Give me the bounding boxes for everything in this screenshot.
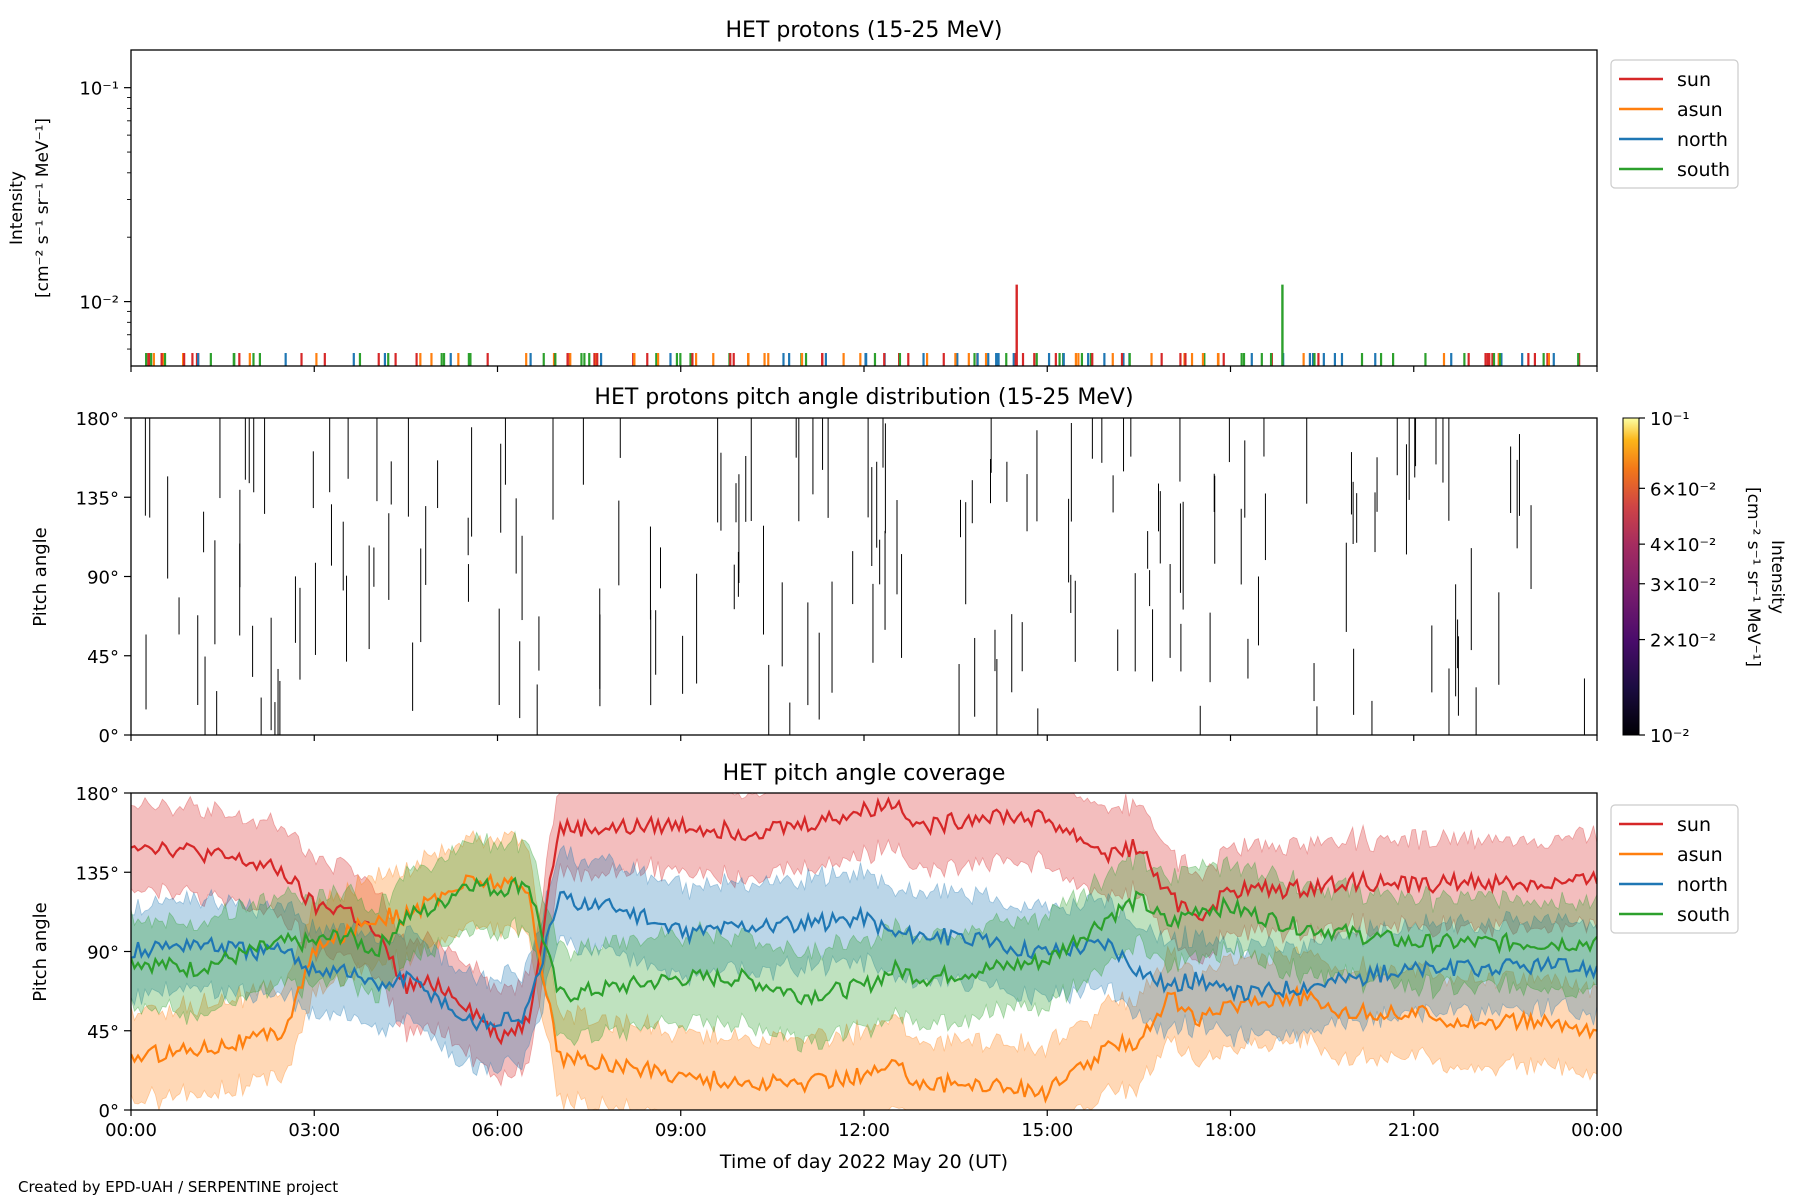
x-tick-label: 00:00 xyxy=(1571,1120,1623,1141)
y-tick-label: 90° xyxy=(87,943,119,964)
legend-label-asun: asun xyxy=(1677,844,1723,866)
colorbar-label-line1: Intensity xyxy=(1767,540,1787,614)
x-tick-label: 09:00 xyxy=(655,1120,707,1141)
panel1-y-ticks: 10⁻¹ 10⁻² xyxy=(79,79,131,350)
colorbar-label-line2: [cm⁻² s⁻¹ sr⁻¹ MeV⁻¹] xyxy=(1743,487,1763,667)
y-tick-label: 45° xyxy=(87,1022,119,1043)
colorbar-tick-label: 10⁻² xyxy=(1650,726,1690,747)
legend-label-asun: asun xyxy=(1677,99,1723,121)
coverage-line-sun xyxy=(131,796,1597,1046)
legend-box xyxy=(1610,804,1739,934)
legend-label-sun: sun xyxy=(1677,69,1711,91)
panel1-legend: sun asun north south xyxy=(1610,59,1739,189)
colorbar-tick-label: 10⁻¹ xyxy=(1650,409,1690,430)
y-tick-label: 0° xyxy=(99,726,119,747)
y-tick-label: 45° xyxy=(87,647,119,668)
panel3-title: HET pitch angle coverage xyxy=(723,761,1006,786)
colorbar-tick-label: 3×10⁻² xyxy=(1650,575,1716,596)
panel1-plot-area xyxy=(145,284,1581,366)
panel1-frame xyxy=(130,49,1598,367)
y-tick-label: 0° xyxy=(99,1101,119,1122)
footer-credit: Created by EPD-UAH / SERPENTINE project xyxy=(18,1178,338,1196)
panel3-y-ticks: 0° 45° 90° 135° 180° xyxy=(76,784,131,1122)
y-tick-label: 180° xyxy=(76,784,119,805)
colorbar-ticks: 10⁻² 2×10⁻² 3×10⁻² 4×10⁻² 6×10⁻² 10⁻¹ xyxy=(1639,409,1716,747)
panel3-plot-area xyxy=(131,793,1597,1110)
x-tick-label: 12:00 xyxy=(838,1120,890,1141)
coverage-band-north xyxy=(131,844,1597,1077)
y-tick-label: 90° xyxy=(87,568,119,589)
legend-label-north: north xyxy=(1677,129,1728,151)
panel2-x-ticks xyxy=(130,735,1598,741)
legend-label-sun: sun xyxy=(1677,814,1711,836)
panel2-plot-area xyxy=(144,418,1585,735)
panel3-legend: sun asun north south xyxy=(1610,804,1739,934)
coverage-band-south xyxy=(131,830,1597,1053)
x-tick-label: 18:00 xyxy=(1205,1120,1257,1141)
panel1-title: HET protons (15-25 MeV) xyxy=(726,18,1003,43)
y-tick-label: 135° xyxy=(76,863,119,884)
x-tick-label: 03:00 xyxy=(288,1120,340,1141)
panel3-x-ticks: 00:00 03:00 06:00 09:00 12:00 15:00 18:00 21:00… xyxy=(105,1110,1623,1141)
coverage-line-north xyxy=(131,890,1597,1032)
legend-box xyxy=(1610,59,1739,189)
legend-label-south: south xyxy=(1677,159,1730,181)
y-tick-label: 135° xyxy=(76,488,119,509)
coverage-band-sun xyxy=(131,793,1597,1087)
colorbar-tick-label: 4×10⁻² xyxy=(1650,535,1716,556)
x-tick-label: 15:00 xyxy=(1021,1120,1073,1141)
coverage-line-south xyxy=(131,876,1597,1007)
legend-label-south: south xyxy=(1677,904,1730,926)
panel2-title: HET protons pitch angle distribution (15… xyxy=(594,385,1133,410)
panel1-ylabel-line2: [cm⁻² s⁻¹ sr⁻¹ MeV⁻¹] xyxy=(33,118,53,298)
panel1-x-ticks xyxy=(130,366,1598,372)
y-tick-label: 180° xyxy=(76,409,119,430)
legend-label-north: north xyxy=(1677,874,1728,896)
x-tick-label: 00:00 xyxy=(105,1120,157,1141)
colorbar xyxy=(1622,417,1640,736)
colorbar-tick-label: 2×10⁻² xyxy=(1650,631,1716,652)
x-axis-label: Time of day 2022 May 20 (UT) xyxy=(719,1151,1008,1173)
panel1-ylabel-line1: Intensity xyxy=(7,171,27,245)
colorbar-tick-label: 6×10⁻² xyxy=(1650,479,1716,500)
panel2-y-ticks: 0° 45° 90° 135° 180° xyxy=(76,409,131,747)
x-tick-label: 21:00 xyxy=(1388,1120,1440,1141)
panel2-ylabel: Pitch angle xyxy=(30,527,51,626)
panel3-ylabel: Pitch angle xyxy=(30,902,51,1001)
y-tick-label: 10⁻¹ xyxy=(79,79,119,100)
x-tick-label: 06:00 xyxy=(472,1120,524,1141)
y-tick-label: 10⁻² xyxy=(79,293,119,314)
coverage-line-asun xyxy=(131,872,1597,1104)
coverage-band-asun xyxy=(131,829,1597,1110)
